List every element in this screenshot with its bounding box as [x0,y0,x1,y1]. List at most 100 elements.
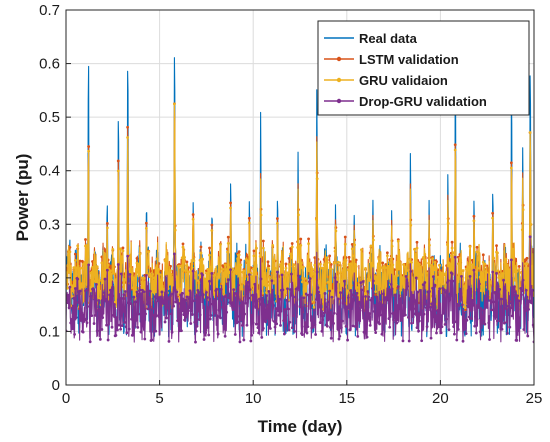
data-point [146,307,150,311]
data-point [375,295,378,299]
data-point [224,294,228,297]
plot-frame [65,9,535,386]
data-point [226,235,230,239]
data-point [206,326,210,329]
data-point [359,281,363,285]
data-point [164,257,168,261]
data-point [414,262,417,266]
data-point [491,211,495,215]
data-point [460,303,464,307]
data-point [520,228,524,232]
data-point [76,277,80,281]
data-point [339,326,343,329]
data-point [495,319,499,323]
data-point [490,308,494,312]
data-point [272,258,276,262]
data-point [509,258,513,262]
data-point [471,303,475,307]
data-point [118,308,122,312]
data-point [392,316,396,320]
data-point [114,291,118,295]
data-point [106,263,110,267]
data-point [153,278,157,282]
data-point [371,264,374,267]
data-point [498,288,502,291]
data-point [433,260,437,264]
data-point [350,247,354,251]
data-point [450,272,454,276]
data-point [289,288,293,291]
data-point [337,337,341,341]
data-point [281,288,285,292]
data-point [240,318,243,322]
data-point [244,301,247,305]
y-tick-label: 0 [52,377,60,394]
data-point [427,261,431,265]
data-point [252,294,256,297]
data-point [103,277,107,281]
data-point [190,313,194,316]
data-point [415,326,419,330]
data-point [378,313,382,317]
data-point [245,259,249,263]
data-point [303,277,307,281]
data-point [194,340,197,344]
series-gru-validaion [66,102,534,312]
data-point [140,285,144,289]
data-point [326,300,330,304]
data-point [524,309,527,313]
data-point [191,269,195,273]
data-point [353,243,356,247]
data-point [368,279,371,282]
data-point [472,219,476,223]
data-point [403,265,407,269]
data-point [73,259,77,262]
data-point [85,321,89,325]
data-point [470,263,474,267]
data-point [136,270,140,274]
data-point [438,264,442,267]
data-point [430,263,434,267]
data-point [246,280,250,284]
data-point [328,254,332,258]
data-point [136,326,140,329]
data-point [360,248,364,252]
data-point [212,299,215,303]
data-point [512,266,516,269]
data-point [248,288,252,291]
data-point [410,260,413,264]
data-point [293,295,297,299]
data-point [116,159,120,163]
data-point [78,267,82,270]
data-point [112,303,116,306]
data-point [172,304,176,308]
data-point [410,321,413,325]
data-point [185,260,189,264]
data-point [291,303,295,306]
data-point [332,321,335,325]
data-point [324,305,328,309]
data-point [72,266,76,270]
data-point [512,293,516,297]
data-point [151,307,154,311]
data-point [357,318,360,322]
data-point [183,318,186,322]
data-point [484,297,488,301]
data-point [297,274,300,278]
data-point [187,270,190,274]
data-point [374,331,378,334]
data-point [225,310,229,314]
data-point [370,296,374,300]
data-point [415,240,419,244]
data-point [148,289,152,293]
data-point [98,297,102,300]
data-point [123,320,126,324]
data-point [372,309,376,313]
data-point [275,270,279,274]
data-point [371,238,375,242]
data-point [81,330,85,334]
data-point [482,279,486,283]
data-point [173,102,176,106]
data-point [266,303,270,307]
data-point [527,307,530,311]
